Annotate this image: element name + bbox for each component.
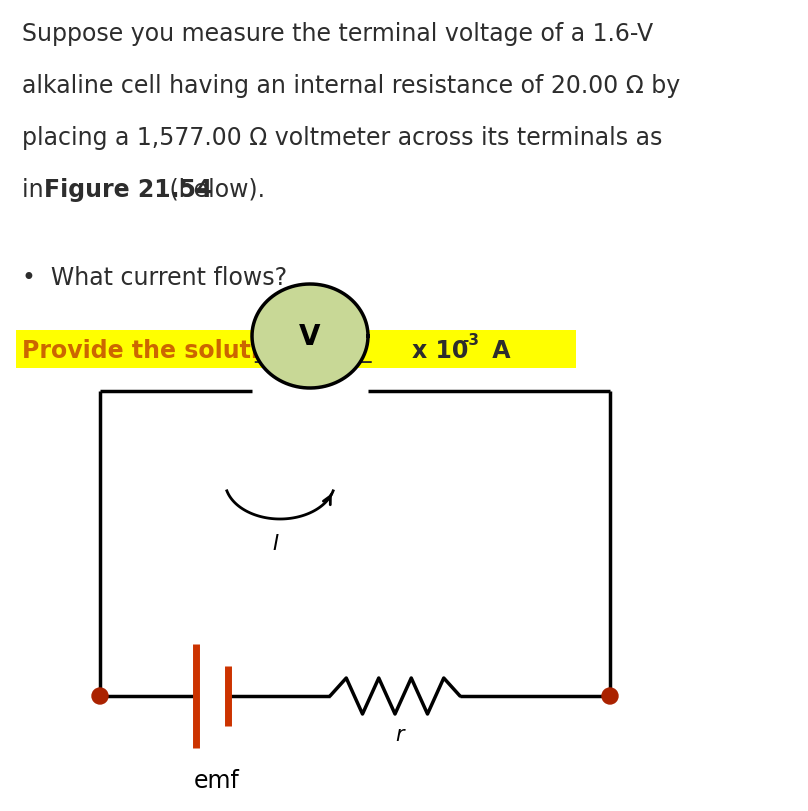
Circle shape bbox=[602, 689, 618, 704]
Text: Suppose you measure the terminal voltage of a 1.6-V: Suppose you measure the terminal voltage… bbox=[22, 22, 653, 46]
Text: A: A bbox=[484, 339, 511, 363]
Text: •  What current flows?: • What current flows? bbox=[22, 266, 287, 290]
Text: (below).: (below). bbox=[162, 178, 265, 202]
Circle shape bbox=[92, 689, 108, 704]
Text: x 10: x 10 bbox=[412, 339, 469, 363]
FancyBboxPatch shape bbox=[16, 331, 576, 369]
Text: placing a 1,577.00 Ω voltmeter across its terminals as: placing a 1,577.00 Ω voltmeter across it… bbox=[22, 126, 663, 150]
Text: V: V bbox=[299, 323, 321, 350]
Text: alkaline cell having an internal resistance of 20.00 Ω by: alkaline cell having an internal resista… bbox=[22, 74, 680, 98]
Text: r: r bbox=[396, 724, 404, 744]
Text: I: I bbox=[272, 534, 278, 553]
Text: emf: emf bbox=[194, 768, 240, 792]
Text: Figure 21.54: Figure 21.54 bbox=[44, 178, 213, 202]
Text: -3: -3 bbox=[462, 333, 479, 348]
Text: in: in bbox=[22, 178, 51, 202]
Text: __________: __________ bbox=[254, 339, 372, 363]
Text: Provide the solution:: Provide the solution: bbox=[22, 339, 301, 363]
Polygon shape bbox=[252, 285, 368, 388]
